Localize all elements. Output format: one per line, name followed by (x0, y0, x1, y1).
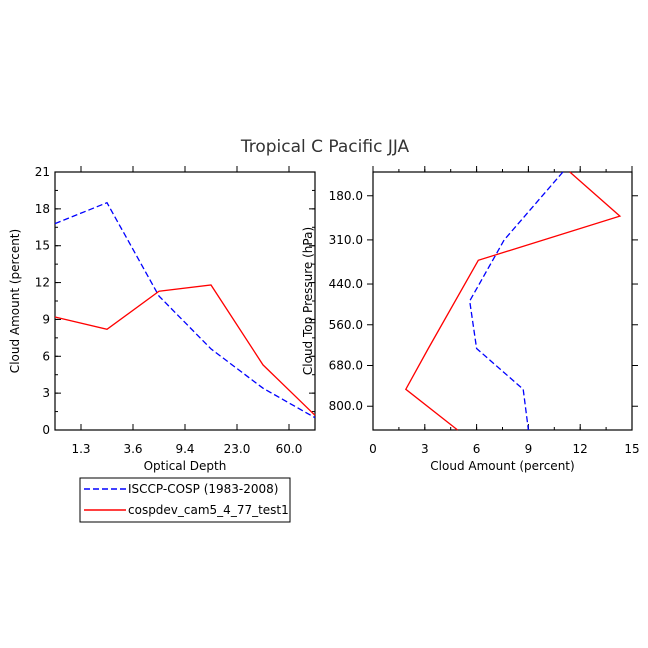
left-plot-panel: 0 3 6 9 12 15 18 21 1.3 3.6 9.4 23.0 60.0 Optical Dep… (8, 165, 316, 473)
chart-title: Tropical C Pacific JJA (240, 137, 410, 157)
left-series-line-cospdev (54, 284, 316, 416)
left-ytick-label: 6 (42, 349, 50, 363)
right-ytick-label: 180.0 (329, 189, 363, 203)
right-xtick-label: 12 (573, 442, 588, 456)
right-ytick-label: 680.0 (329, 359, 363, 373)
left-xtick-label: 23.0 (224, 442, 251, 456)
right-plot-panel: 0 3 6 9 12 15 180.0 310.0 440.0 560.0 680.0 800.0 Cl… (301, 166, 640, 473)
left-xtick-label: 3.6 (123, 442, 142, 456)
right-x-axis-label: Cloud Amount (percent) (430, 459, 574, 473)
left-ytick-label: 0 (42, 423, 50, 437)
left-ytick-label: 15 (35, 239, 50, 253)
right-xtick-label: 0 (369, 442, 377, 456)
right-series-line-isccp (469, 171, 564, 431)
right-xtick-label: 9 (525, 442, 533, 456)
right-ytick-label: 560.0 (329, 318, 363, 332)
right-ytick-label: 800.0 (329, 399, 363, 413)
left-plot-frame (54, 171, 316, 431)
left-x-axis-label: Optical Depth (144, 459, 227, 473)
right-xtick-label: 3 (421, 442, 429, 456)
right-series-line-cospdev (404, 171, 622, 431)
left-ytick-label: 9 (42, 312, 50, 326)
right-xtick-label: 6 (473, 442, 481, 456)
left-ytick-label: 3 (42, 386, 50, 400)
left-ytick-label: 21 (35, 165, 50, 179)
legend-box (79, 477, 291, 523)
right-ytick-label: 310.0 (329, 233, 363, 247)
right-plot-frame (372, 171, 633, 431)
legend-label-isccp: ISCCP-COSP (1983-2008) (128, 482, 278, 496)
left-xtick-label: 60.0 (276, 442, 303, 456)
left-y-axis-label: Cloud Amount (percent) (8, 229, 22, 373)
left-ytick-label: 12 (35, 276, 50, 290)
right-xtick-label: 15 (624, 442, 639, 456)
left-series-line-isccp (54, 201, 316, 419)
left-xtick-label: 9.4 (175, 442, 194, 456)
right-y-axis-label: Cloud Top Pressure (hPa) (301, 227, 315, 375)
right-ytick-label: 440.0 (329, 277, 363, 291)
left-ytick-label: 18 (35, 202, 50, 216)
legend-label-cospdev: cospdev_cam5_4_77_test1 (128, 503, 289, 517)
legend: ISCCP-COSP (1983-2008) cospdev_cam5_4_77… (79, 477, 291, 523)
left-xtick-label: 1.3 (71, 442, 90, 456)
